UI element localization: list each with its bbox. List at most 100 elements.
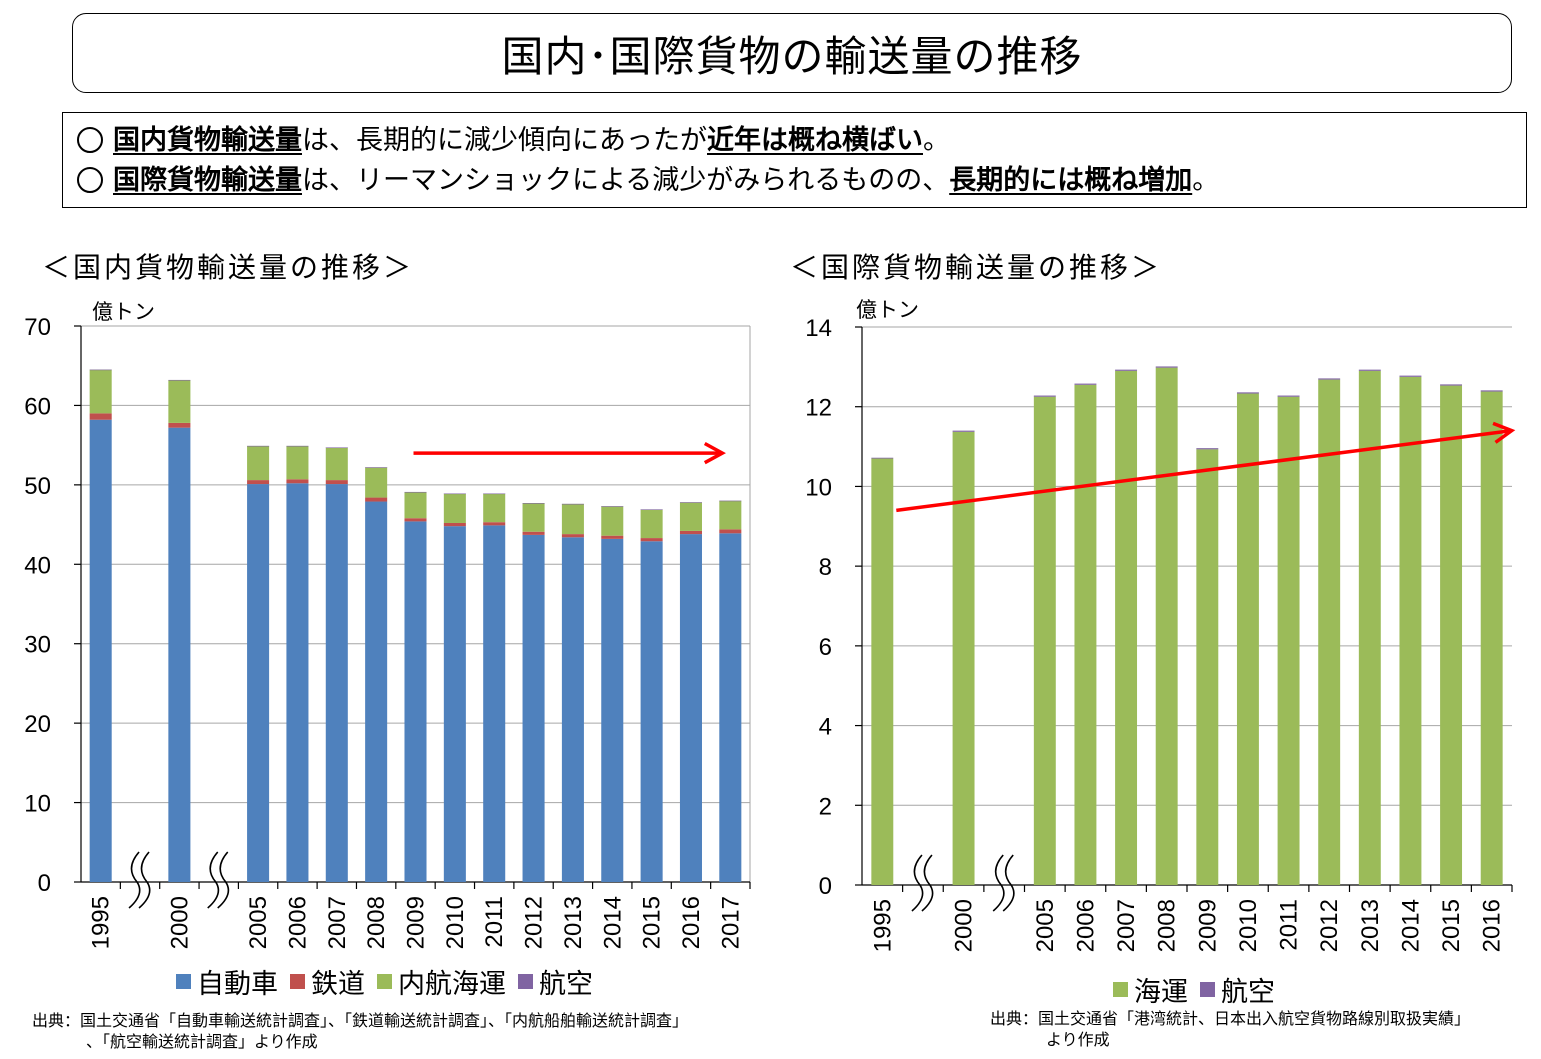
- legend-label: 鉄道: [311, 969, 365, 1000]
- x-tick-label: 2009: [1194, 899, 1221, 952]
- bar-segment: [719, 529, 742, 534]
- summary-text: は、長期的に減少傾向にあったが: [302, 125, 707, 156]
- x-tick-label: 2006: [1072, 899, 1099, 952]
- bar-segment: [483, 493, 506, 495]
- bar-segment: [1236, 392, 1259, 394]
- source-line: 出典：国土交通省「港湾統計、日本出入航空貨物路線別取扱実績」: [990, 1009, 1471, 1028]
- bar-segment: [719, 500, 742, 530]
- bar-segment: [1480, 391, 1503, 885]
- bar-segment: [522, 503, 545, 532]
- x-tick-label: 2012: [521, 896, 548, 949]
- legend-label: 航空: [539, 969, 593, 1000]
- bar-segment: [168, 379, 191, 381]
- axis-break-icon: [911, 854, 934, 912]
- bar-segment: [168, 422, 191, 428]
- international-y-unit: 億トン: [856, 298, 919, 322]
- bar-segment: [561, 537, 584, 882]
- x-tick-label: 2005: [1032, 899, 1059, 952]
- axis-break-icon: [992, 854, 1015, 912]
- bar-segment: [1440, 385, 1463, 885]
- source-line: 出典：国土交通省「自動車輸送統計調査」、「鉄道輸送統計調査」、「内航船舶輸送統計…: [32, 1011, 689, 1030]
- bar-segment: [1155, 366, 1178, 368]
- bullet-circle-icon: [77, 167, 103, 193]
- bar-segment: [404, 521, 427, 882]
- summary-emphasis: 国内貨物輸送量: [113, 125, 302, 156]
- y-tick-label: 6: [819, 634, 832, 661]
- bar-segment: [89, 369, 112, 414]
- bar-segment: [404, 491, 427, 493]
- bar-segment: [286, 445, 309, 447]
- bar-segment: [561, 503, 584, 505]
- bar-segment: [443, 493, 466, 523]
- x-tick-label: 2011: [481, 896, 508, 948]
- bar-segment: [325, 480, 348, 485]
- international-source: 出典：国土交通省「港湾統計、日本出入航空貨物路線別取扱実績」 より作成: [990, 1008, 1470, 1050]
- x-tick-label: 2011: [1276, 899, 1303, 951]
- bar-segment: [679, 502, 702, 531]
- x-tick-label: 2008: [363, 896, 390, 949]
- bar-segment: [483, 522, 506, 526]
- bar-segment: [325, 447, 348, 449]
- legend-item: 自動車: [176, 962, 278, 1001]
- bar-segment: [1440, 384, 1463, 386]
- bar-segment: [89, 419, 112, 882]
- bar-segment: [168, 380, 191, 423]
- x-tick-label: 2010: [1235, 899, 1262, 952]
- bar-segment: [522, 503, 545, 504]
- bar-segment: [365, 467, 388, 468]
- bar-segment: [483, 525, 506, 882]
- axis-break-icon: [128, 851, 151, 909]
- summary-text: 。: [1192, 165, 1220, 196]
- source-line: より作成: [1046, 1030, 1110, 1049]
- x-tick-label: 2013: [560, 896, 587, 949]
- bar-segment: [1318, 379, 1341, 885]
- summary-text: 。: [923, 125, 950, 156]
- y-tick-label: 8: [819, 554, 832, 581]
- x-tick-label: 2015: [1438, 899, 1465, 952]
- bar-segment: [483, 493, 506, 523]
- y-tick-label: 20: [24, 711, 51, 738]
- summary-box: 国内貨物輸送量は、長期的に減少傾向にあったが近年は概ね横ばい。 国際貨物輸送量は…: [62, 112, 1527, 208]
- bar-segment: [1115, 369, 1138, 371]
- bar-segment: [286, 445, 309, 480]
- domestic-source: 出典：国土交通省「自動車輸送統計調査」、「鉄道輸送統計調査」、「内航船舶輸送統計…: [32, 1010, 688, 1052]
- bar-segment: [168, 427, 191, 882]
- bar-segment: [1196, 449, 1219, 885]
- bar-segment: [871, 457, 894, 459]
- trend-arrow: [896, 421, 1516, 513]
- bar-segment: [286, 479, 309, 484]
- legend-swatch: [1200, 982, 1215, 997]
- bar-segment: [522, 531, 545, 535]
- y-tick-label: 2: [819, 793, 832, 820]
- page-title: 国内･国際貨物の輸送量の推移: [72, 13, 1512, 93]
- legend-swatch: [290, 974, 305, 989]
- summary-line-international: 国際貨物輸送量は、リーマンショックによる減少がみられるものの、長期的には概ね増加…: [77, 161, 1526, 201]
- international-legend: 海運 航空: [1113, 970, 1287, 1009]
- bar-segment: [1358, 370, 1381, 885]
- legend-label: 内航海運: [398, 969, 506, 1000]
- bar-segment: [679, 530, 702, 535]
- x-tick-label: 2015: [639, 896, 666, 949]
- bar-segment: [561, 503, 584, 535]
- bar-segment: [247, 480, 270, 485]
- bar-segment: [1115, 370, 1138, 885]
- bar-segment: [1236, 393, 1259, 885]
- bar-segment: [89, 369, 112, 371]
- bar-segment: [404, 492, 427, 519]
- y-tick-label: 70: [24, 314, 51, 341]
- bar-segment: [1196, 448, 1219, 450]
- y-tick-label: 14: [805, 315, 832, 342]
- domestic-y-unit: 億トン: [92, 300, 155, 324]
- x-tick-label: 2009: [403, 896, 430, 949]
- x-tick-label: 2013: [1357, 899, 1384, 952]
- x-tick-label: 2007: [324, 896, 351, 949]
- legend-item: 鉄道: [290, 962, 365, 1001]
- summary-emphasis: 近年は概ね横ばい: [707, 125, 923, 156]
- bar-segment: [640, 509, 663, 511]
- summary-emphasis: 長期的には概ね増加: [949, 165, 1193, 196]
- legend-item: 航空: [518, 962, 593, 1001]
- legend-label: 自動車: [197, 969, 278, 1000]
- bar-segment: [1318, 378, 1341, 380]
- bar-segment: [89, 413, 112, 420]
